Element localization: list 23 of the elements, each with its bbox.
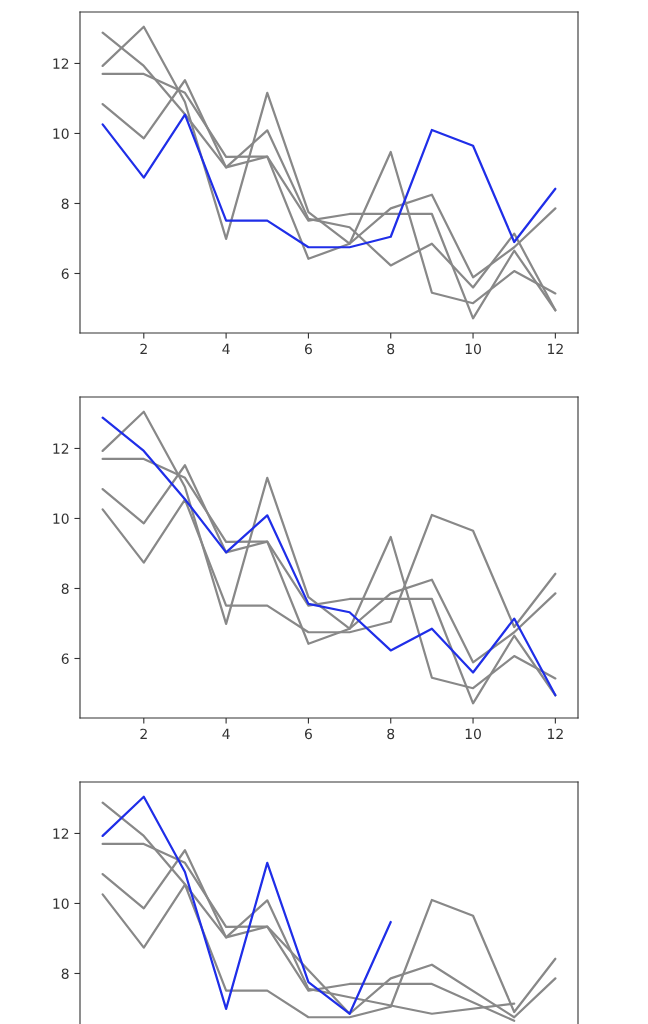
x-tick-label: 10	[465, 343, 481, 355]
y-tick-label: 8	[61, 198, 69, 209]
y-tick-label: 6	[61, 268, 69, 279]
y-tick-label: 8	[61, 583, 69, 594]
y-tick-label: 10	[53, 513, 69, 524]
y-tick-label: 10	[53, 898, 69, 909]
x-tick-label: 8	[387, 728, 395, 740]
x-tick-label: 4	[222, 343, 230, 354]
y-tick-label: 12	[53, 58, 69, 69]
y-tick-label: 8	[61, 968, 69, 979]
x-tick-label: 10	[465, 728, 481, 740]
x-tick-label: 2	[140, 728, 147, 739]
y-tick-label: 12	[53, 443, 69, 454]
y-tick-label: 10	[53, 128, 69, 139]
x-tick-label: 2	[140, 343, 147, 354]
y-tick-label: 12	[53, 828, 69, 839]
x-tick-label: 8	[387, 343, 395, 355]
x-tick-label: 6	[304, 728, 312, 740]
y-tick-label: 6	[61, 653, 69, 664]
x-tick-label: 4	[222, 728, 230, 739]
x-tick-label: 12	[548, 728, 563, 739]
x-tick-label: 12	[548, 343, 563, 354]
x-tick-label: 6	[304, 343, 312, 355]
